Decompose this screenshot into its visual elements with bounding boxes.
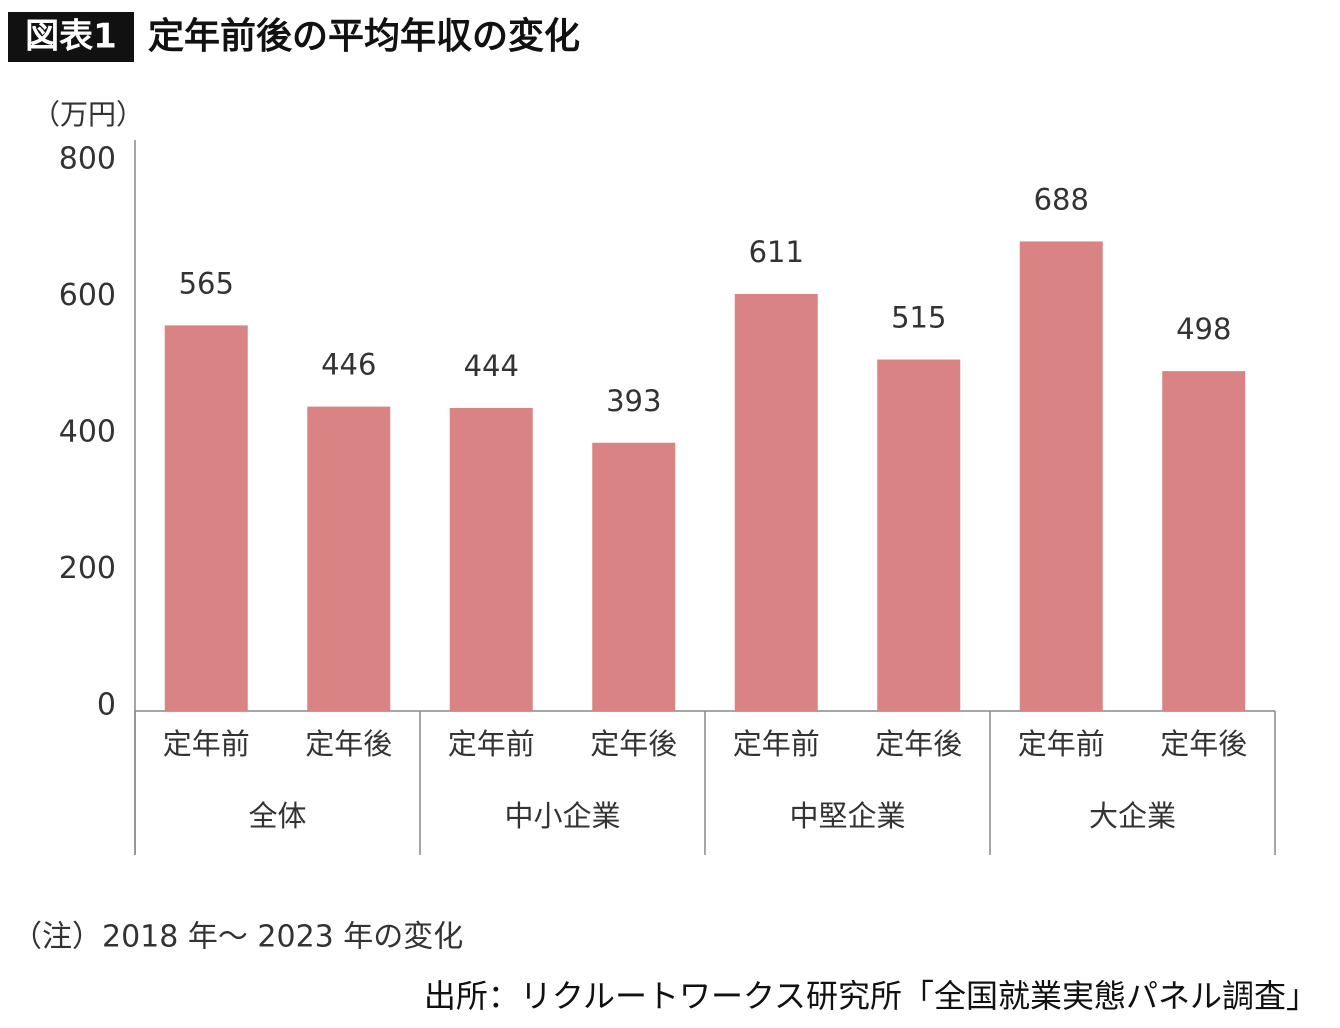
value-label: 515 bbox=[891, 301, 946, 335]
note: （注）2018 年～ 2023 年の変化 bbox=[12, 920, 463, 955]
bar bbox=[307, 406, 391, 711]
x-tick-label: 定年後 bbox=[875, 727, 962, 761]
y-tick-label: 800 bbox=[59, 142, 116, 177]
x-tick-label: 定年後 bbox=[305, 727, 392, 761]
y-axis-label: （万円） bbox=[32, 98, 144, 131]
x-tick-label: 定年前 bbox=[1018, 727, 1105, 761]
group-label: 中堅企業 bbox=[789, 799, 905, 833]
bar bbox=[164, 325, 248, 711]
group-label: 大企業 bbox=[1089, 799, 1176, 833]
group-label: 中小企業 bbox=[504, 799, 620, 833]
bar bbox=[877, 359, 961, 711]
value-label: 611 bbox=[749, 235, 804, 269]
y-tick-label: 200 bbox=[59, 551, 116, 586]
bar bbox=[1019, 241, 1103, 711]
source: 出所：リクルートワークス研究所「全国就業実態パネル調査」 bbox=[424, 977, 1318, 1015]
x-tick-label: 定年後 bbox=[1160, 727, 1247, 761]
value-label: 446 bbox=[321, 348, 376, 382]
value-label: 565 bbox=[179, 266, 234, 300]
bar bbox=[449, 407, 533, 711]
value-label: 498 bbox=[1176, 312, 1231, 346]
y-tick-label: 600 bbox=[59, 278, 116, 313]
x-tick-label: 定年前 bbox=[163, 727, 250, 761]
value-label: 393 bbox=[606, 384, 661, 418]
group-label: 全体 bbox=[248, 799, 306, 833]
value-label: 688 bbox=[1034, 182, 1089, 216]
x-tick-label: 定年後 bbox=[590, 727, 677, 761]
x-tick-label: 定年前 bbox=[733, 727, 820, 761]
bar bbox=[592, 442, 676, 711]
badge-box bbox=[8, 12, 134, 62]
bar bbox=[734, 293, 818, 711]
value-label: 444 bbox=[464, 349, 519, 383]
y-tick-label: 400 bbox=[59, 415, 116, 450]
chart-title: 定年前後の平均年収の変化 bbox=[148, 15, 580, 57]
bar bbox=[1162, 371, 1246, 711]
y-tick-label: 0 bbox=[97, 688, 116, 723]
badge: 図表1 bbox=[25, 17, 117, 57]
x-tick-label: 定年前 bbox=[448, 727, 535, 761]
